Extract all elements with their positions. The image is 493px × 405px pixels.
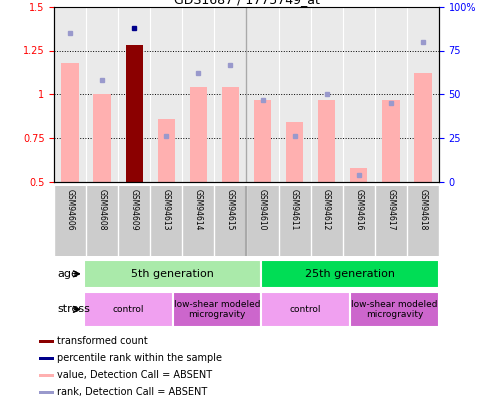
Bar [279, 7, 311, 182]
Text: GSM94617: GSM94617 [386, 189, 395, 231]
Bar [375, 186, 407, 256]
Bar [214, 7, 246, 182]
Text: GSM94610: GSM94610 [258, 189, 267, 231]
Bar [94, 94, 111, 182]
Bar [86, 186, 118, 256]
Bar [54, 7, 86, 182]
Text: value, Detection Call = ABSENT: value, Detection Call = ABSENT [57, 371, 212, 380]
Bar [311, 7, 343, 182]
Bar [214, 186, 246, 256]
Bar [350, 292, 439, 327]
Bar [246, 7, 279, 182]
Text: GSM94612: GSM94612 [322, 189, 331, 231]
Text: stress: stress [57, 305, 90, 314]
Bar [173, 292, 261, 327]
Bar [382, 100, 399, 182]
Bar [414, 73, 431, 182]
Bar [261, 260, 439, 288]
Text: GSM94609: GSM94609 [130, 189, 139, 231]
Bar [318, 100, 335, 182]
Bar [407, 7, 439, 182]
Bar [150, 7, 182, 182]
Bar [214, 7, 246, 182]
Bar [150, 186, 182, 256]
Bar [84, 292, 173, 327]
Bar [343, 7, 375, 182]
Text: rank, Detection Call = ABSENT: rank, Detection Call = ABSENT [57, 388, 208, 397]
Bar [279, 7, 311, 182]
Bar [375, 7, 407, 182]
Bar [39, 391, 54, 394]
Bar [246, 7, 279, 182]
Text: percentile rank within the sample: percentile rank within the sample [57, 354, 222, 363]
Text: GSM94614: GSM94614 [194, 189, 203, 231]
Bar [150, 7, 182, 182]
Text: control: control [290, 305, 321, 314]
Bar [62, 63, 79, 182]
Text: GSM94606: GSM94606 [66, 189, 75, 231]
Bar [84, 260, 261, 288]
Bar [407, 186, 439, 256]
Bar [254, 100, 271, 182]
Text: GSM94616: GSM94616 [354, 189, 363, 231]
Bar [39, 340, 54, 343]
Bar [182, 186, 214, 256]
Bar [286, 122, 303, 182]
Bar [343, 7, 375, 182]
Bar [86, 7, 118, 182]
Text: control: control [112, 305, 144, 314]
Bar [375, 7, 407, 182]
Bar [279, 186, 311, 256]
Text: age: age [57, 269, 78, 279]
Bar [182, 7, 214, 182]
Bar [118, 7, 150, 182]
Text: transformed count: transformed count [57, 337, 148, 346]
Bar [407, 7, 439, 182]
Bar [54, 7, 86, 182]
Bar [311, 7, 343, 182]
Bar [190, 87, 207, 182]
Bar [350, 168, 367, 182]
Text: GSM94613: GSM94613 [162, 189, 171, 231]
Bar [86, 7, 118, 182]
Text: 25th generation: 25th generation [305, 269, 395, 279]
Bar [118, 186, 150, 256]
Bar [84, 260, 261, 288]
Bar [261, 260, 439, 288]
Bar [39, 374, 54, 377]
Text: GSM94618: GSM94618 [418, 189, 427, 231]
Text: GSM94615: GSM94615 [226, 189, 235, 231]
Bar [182, 7, 214, 182]
Bar [261, 292, 350, 327]
Text: low-shear modeled
microgravity: low-shear modeled microgravity [351, 300, 438, 319]
Bar [126, 45, 143, 182]
Bar [311, 186, 343, 256]
Bar [246, 186, 279, 256]
Text: GSM94608: GSM94608 [98, 189, 107, 231]
Bar [158, 119, 175, 182]
Text: low-shear modeled
microgravity: low-shear modeled microgravity [174, 300, 260, 319]
Bar [222, 87, 239, 182]
Text: GSM94611: GSM94611 [290, 189, 299, 231]
Text: 5th generation: 5th generation [131, 269, 214, 279]
Bar [343, 186, 375, 256]
Bar [118, 7, 150, 182]
Bar [39, 357, 54, 360]
Title: GDS1687 / 1775749_at: GDS1687 / 1775749_at [174, 0, 319, 6]
Bar [54, 186, 86, 256]
